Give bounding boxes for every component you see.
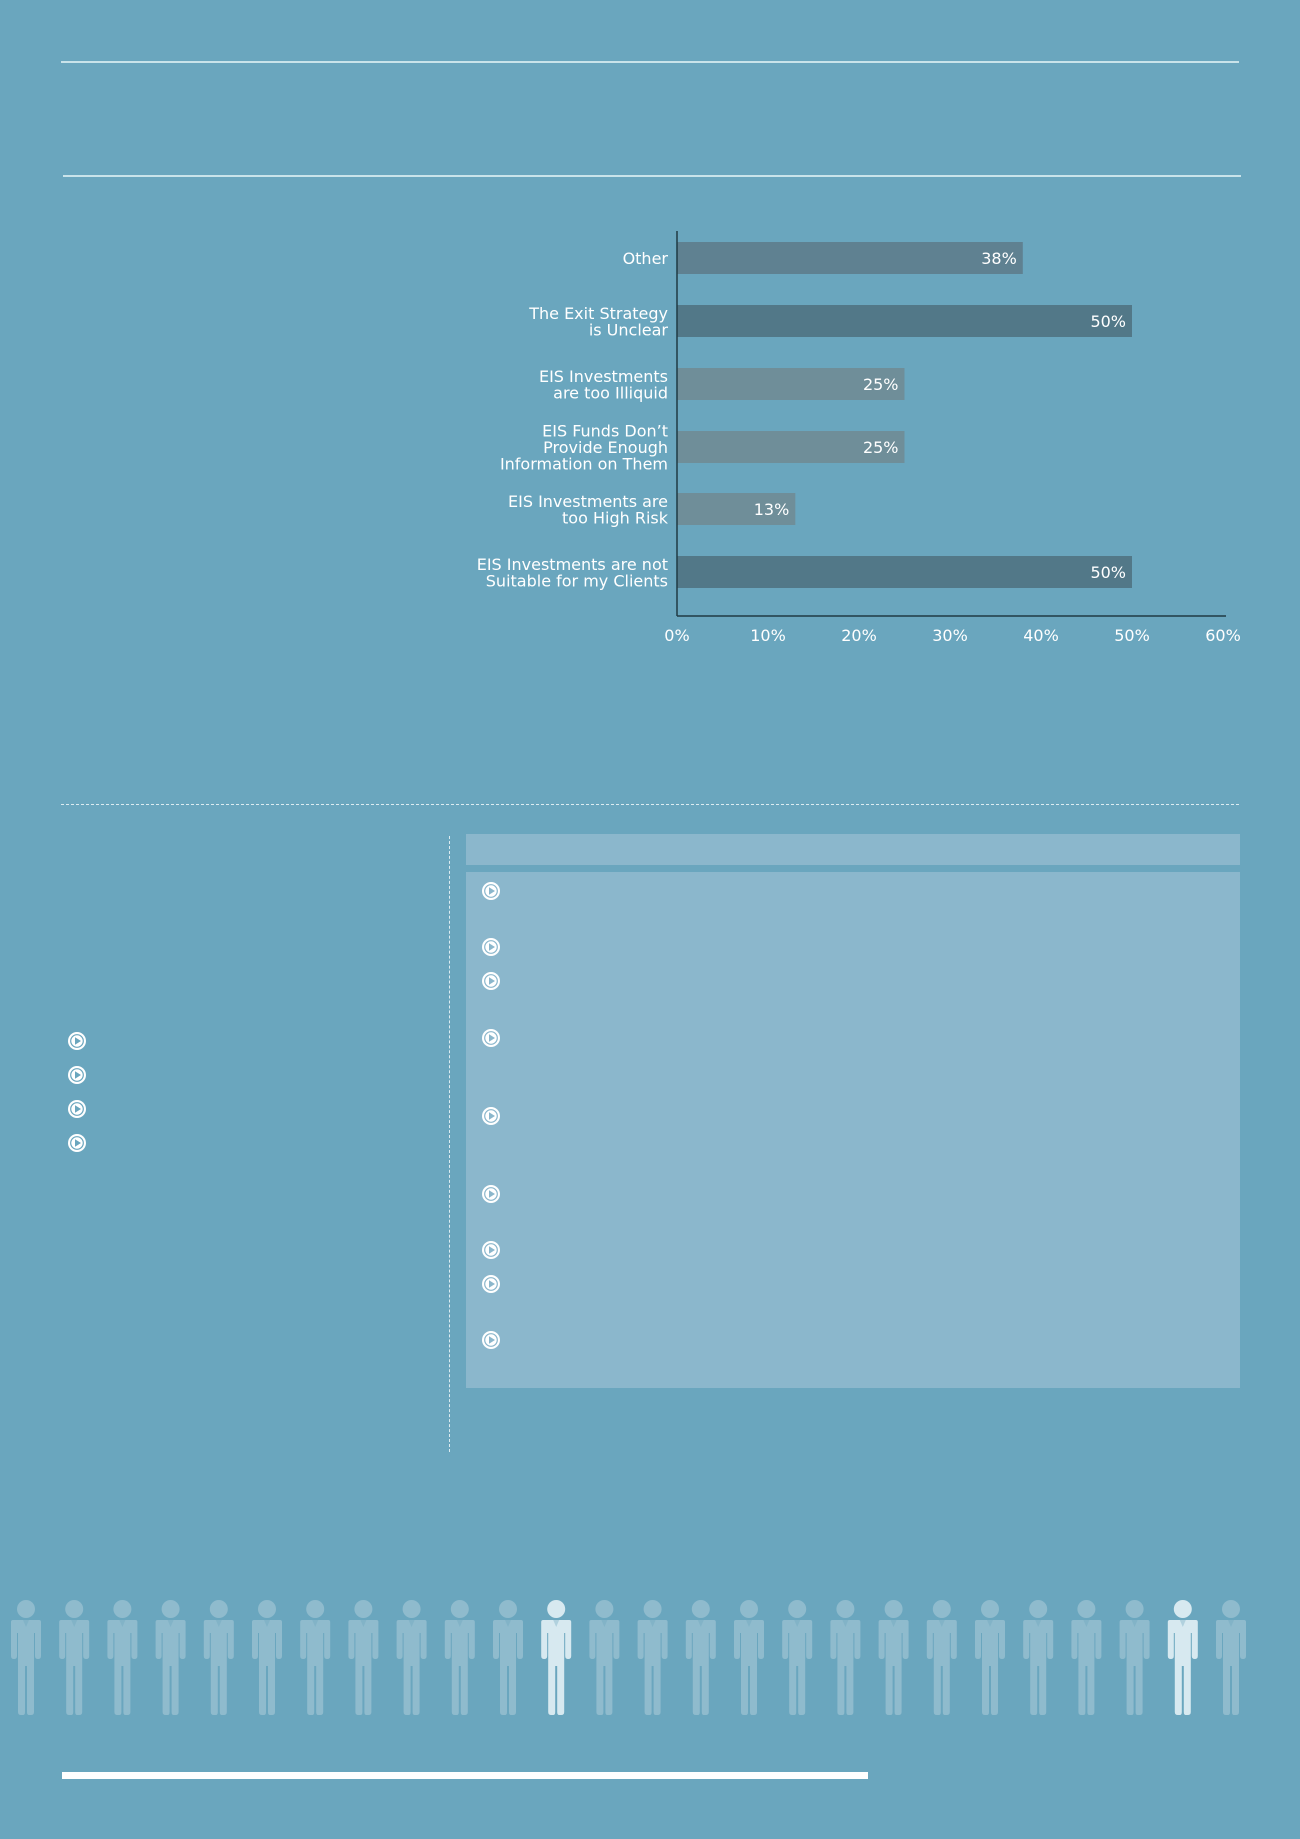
play-circle-icon bbox=[67, 1031, 87, 1051]
category-label-4-line-1: EIS Funds Don’t bbox=[542, 422, 668, 441]
panel-header bbox=[466, 834, 1240, 865]
bar-3 bbox=[677, 368, 905, 400]
person-icon bbox=[1216, 1600, 1246, 1715]
top-rule bbox=[61, 61, 1239, 63]
person-icon bbox=[252, 1600, 282, 1715]
person-icon bbox=[926, 1600, 957, 1715]
person-icon bbox=[396, 1600, 427, 1715]
category-label-4-line-2: Provide Enough bbox=[543, 438, 668, 457]
person-icon bbox=[878, 1600, 909, 1715]
person-icon bbox=[685, 1600, 716, 1715]
play-circle-icon bbox=[481, 1240, 501, 1260]
person-icon bbox=[541, 1600, 572, 1715]
bar-chart: 38% 50% 25% 25% 13% 50% Other The Exit Strateg… bbox=[477, 231, 1241, 645]
x-tick-label-50: 50% bbox=[1114, 626, 1150, 645]
bar-2 bbox=[677, 305, 1132, 337]
column-divider bbox=[449, 836, 450, 1452]
category-label-2-line-1: The Exit Strategy bbox=[528, 304, 668, 323]
play-circle-icon bbox=[481, 937, 501, 957]
person-icon bbox=[975, 1600, 1005, 1715]
category-label-4-line-3: Information on Them bbox=[500, 455, 668, 474]
bar-6 bbox=[677, 556, 1132, 588]
x-tick-label-20: 20% bbox=[841, 626, 877, 645]
person-icon bbox=[734, 1600, 764, 1715]
section-divider bbox=[61, 804, 1239, 805]
panel-body bbox=[466, 872, 1240, 1388]
person-icon bbox=[1071, 1600, 1102, 1715]
bar-value-label-4: 25% bbox=[863, 438, 899, 457]
play-circle-icon bbox=[67, 1099, 87, 1119]
bottom-bar bbox=[62, 1772, 868, 1779]
bar-value-label-2: 50% bbox=[1090, 312, 1126, 331]
category-label-2-line-2: is Unclear bbox=[589, 320, 669, 339]
bar-value-label-3: 25% bbox=[863, 375, 899, 394]
play-circle-icon bbox=[481, 1274, 501, 1294]
title-underline-rule bbox=[63, 175, 1241, 177]
person-icon bbox=[1119, 1600, 1150, 1715]
person-icon bbox=[203, 1600, 234, 1715]
category-label-3-line-2: are too Illiquid bbox=[553, 383, 668, 402]
category-label-3-line-1: EIS Investments bbox=[539, 367, 668, 386]
x-tick-label-0: 0% bbox=[664, 626, 689, 645]
bar-5 bbox=[677, 493, 796, 525]
person-icon bbox=[782, 1600, 813, 1715]
play-circle-icon bbox=[481, 881, 501, 901]
category-label-1: Other bbox=[623, 249, 669, 268]
x-tick-label-10: 10% bbox=[750, 626, 786, 645]
category-label-6-line-1: EIS Investments are not bbox=[477, 555, 668, 574]
person-icon bbox=[493, 1600, 523, 1715]
person-icon bbox=[1023, 1600, 1054, 1715]
bar-value-label-1: 38% bbox=[981, 249, 1017, 268]
play-circle-icon bbox=[481, 1330, 501, 1350]
bar-value-label-6: 50% bbox=[1090, 563, 1126, 582]
play-circle-icon bbox=[67, 1065, 87, 1085]
x-tick-label-30: 30% bbox=[932, 626, 968, 645]
person-icon bbox=[830, 1600, 861, 1715]
category-label-6-line-2: Suitable for my Clients bbox=[486, 571, 668, 590]
person-icon bbox=[444, 1600, 475, 1715]
person-icon bbox=[107, 1600, 138, 1715]
person-icon bbox=[155, 1600, 186, 1715]
play-circle-icon bbox=[481, 971, 501, 991]
person-icon bbox=[59, 1600, 90, 1715]
bar-4 bbox=[677, 431, 905, 463]
person-icon bbox=[589, 1600, 620, 1715]
person-icon bbox=[637, 1600, 668, 1715]
x-tick-label-40: 40% bbox=[1023, 626, 1059, 645]
play-circle-icon bbox=[481, 1184, 501, 1204]
play-circle-icon bbox=[481, 1028, 501, 1048]
bar-1 bbox=[677, 242, 1023, 274]
category-label-5-line-1: EIS Investments are bbox=[508, 492, 668, 511]
person-icon bbox=[1167, 1600, 1198, 1715]
x-tick-label-60: 60% bbox=[1205, 626, 1241, 645]
play-circle-icon bbox=[67, 1133, 87, 1153]
person-icon bbox=[300, 1600, 331, 1715]
bar-value-label-5: 13% bbox=[754, 500, 790, 519]
person-icon bbox=[348, 1600, 379, 1715]
category-label-5-line-2: too High Risk bbox=[562, 508, 669, 527]
people-row bbox=[11, 1600, 1246, 1715]
person-icon bbox=[11, 1600, 41, 1715]
play-circle-icon bbox=[481, 1106, 501, 1126]
